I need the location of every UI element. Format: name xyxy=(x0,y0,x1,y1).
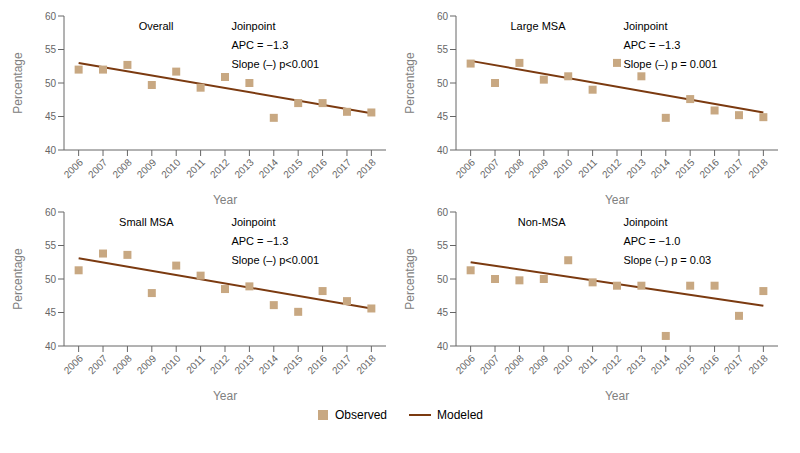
svg-text:2016: 2016 xyxy=(305,156,329,180)
svg-text:2007: 2007 xyxy=(478,156,502,180)
svg-text:45: 45 xyxy=(45,111,57,122)
svg-text:2006: 2006 xyxy=(454,352,478,376)
svg-text:2007: 2007 xyxy=(86,156,110,180)
svg-text:2006: 2006 xyxy=(62,156,86,180)
svg-text:55: 55 xyxy=(437,44,449,55)
svg-text:2018: 2018 xyxy=(354,352,378,376)
html-text:Slope (–) p = 0.03: Slope (–) p = 0.03 xyxy=(623,253,712,266)
svg-text:2007: 2007 xyxy=(86,352,110,376)
svg-text:Percentage: Percentage xyxy=(11,52,25,114)
svg-text:2009: 2009 xyxy=(135,156,159,180)
svg-text:50: 50 xyxy=(45,78,57,89)
svg-text:55: 55 xyxy=(45,240,57,251)
svg-text:Year: Year xyxy=(605,389,629,400)
svg-text:Year: Year xyxy=(213,389,237,400)
svg-text:40: 40 xyxy=(437,341,449,352)
html-text:Slope (–) p = 0.001: Slope (–) p = 0.001 xyxy=(623,57,718,70)
svg-text:2016: 2016 xyxy=(697,352,721,376)
svg-text:2008: 2008 xyxy=(110,156,134,180)
html-text:Joinpoint: Joinpoint xyxy=(623,20,668,32)
svg-text:2010: 2010 xyxy=(159,352,183,376)
svg-text:Year: Year xyxy=(213,193,237,204)
svg-text:2014: 2014 xyxy=(257,352,281,376)
html-text:Joinpoint: Joinpoint xyxy=(623,216,668,228)
svg-text:2010: 2010 xyxy=(159,156,183,180)
svg-text:2017: 2017 xyxy=(722,352,746,376)
svg-text:2017: 2017 xyxy=(722,156,746,180)
html-text:Large MSA: Large MSA xyxy=(510,20,566,32)
svg-text:2007: 2007 xyxy=(478,352,502,376)
svg-text:2008: 2008 xyxy=(502,352,526,376)
svg-text:Percentage: Percentage xyxy=(403,52,417,114)
svg-text:Percentage: Percentage xyxy=(403,248,417,310)
svg-text:2006: 2006 xyxy=(454,156,478,180)
html-text:APC = −1.0: APC = −1.0 xyxy=(623,234,681,247)
svg-text:60: 60 xyxy=(45,11,57,22)
html-text:APC = −1.3: APC = −1.3 xyxy=(623,38,681,51)
svg-text:45: 45 xyxy=(437,111,449,122)
svg-text:2012: 2012 xyxy=(208,352,232,376)
svg-text:2008: 2008 xyxy=(502,156,526,180)
html-text:Slope (–) p<0.001: Slope (–) p<0.001 xyxy=(231,57,320,70)
svg-text:2008: 2008 xyxy=(110,352,134,376)
html-text:Observed: Observed xyxy=(335,408,387,422)
html-text:Joinpoint: Joinpoint xyxy=(231,20,276,32)
html-text:Joinpoint: Joinpoint xyxy=(231,216,276,228)
html-text:APC = −1.3: APC = −1.3 xyxy=(231,38,289,51)
svg-text:2013: 2013 xyxy=(232,352,256,376)
svg-text:Year: Year xyxy=(605,193,629,204)
svg-text:2009: 2009 xyxy=(527,156,551,180)
svg-text:2006: 2006 xyxy=(62,352,86,376)
html-text:Modeled: Modeled xyxy=(437,408,483,422)
svg-text:2016: 2016 xyxy=(697,156,721,180)
svg-text:55: 55 xyxy=(437,240,449,251)
svg-text:2010: 2010 xyxy=(551,156,575,180)
svg-text:2011: 2011 xyxy=(184,352,207,375)
svg-text:2011: 2011 xyxy=(576,352,599,375)
svg-text:2018: 2018 xyxy=(746,352,770,376)
svg-text:60: 60 xyxy=(437,11,449,22)
svg-text:2015: 2015 xyxy=(673,352,697,376)
svg-text:2018: 2018 xyxy=(746,156,770,180)
svg-text:2009: 2009 xyxy=(527,352,551,376)
html-text:Small MSA: Small MSA xyxy=(119,216,174,228)
svg-text:2012: 2012 xyxy=(208,156,232,180)
svg-text:2011: 2011 xyxy=(184,156,207,179)
svg-text:2017: 2017 xyxy=(330,352,354,376)
svg-text:50: 50 xyxy=(437,274,449,285)
svg-text:2013: 2013 xyxy=(624,156,648,180)
svg-text:2010: 2010 xyxy=(551,352,575,376)
svg-text:40: 40 xyxy=(45,145,57,156)
svg-text:2014: 2014 xyxy=(649,156,673,180)
svg-text:60: 60 xyxy=(437,207,449,218)
svg-text:2014: 2014 xyxy=(649,352,673,376)
svg-text:2009: 2009 xyxy=(135,352,159,376)
svg-text:2014: 2014 xyxy=(257,156,281,180)
svg-text:45: 45 xyxy=(45,307,57,318)
svg-text:2013: 2013 xyxy=(624,352,648,376)
svg-text:60: 60 xyxy=(45,207,57,218)
svg-text:2015: 2015 xyxy=(673,156,697,180)
svg-text:2011: 2011 xyxy=(576,156,599,179)
svg-text:50: 50 xyxy=(437,78,449,89)
svg-text:2018: 2018 xyxy=(354,156,378,180)
svg-text:55: 55 xyxy=(45,44,57,55)
svg-text:2015: 2015 xyxy=(281,352,305,376)
svg-text:40: 40 xyxy=(45,341,57,352)
html-text:Slope (–) p<0.001: Slope (–) p<0.001 xyxy=(231,253,320,266)
html-text:APC = −1.3: APC = −1.3 xyxy=(231,234,289,247)
svg-text:40: 40 xyxy=(437,145,449,156)
html-text:Overall: Overall xyxy=(138,20,174,32)
svg-text:2016: 2016 xyxy=(305,352,329,376)
svg-text:Percentage: Percentage xyxy=(11,248,25,310)
svg-text:45: 45 xyxy=(437,307,449,318)
svg-text:2013: 2013 xyxy=(232,156,256,180)
svg-text:2012: 2012 xyxy=(600,352,624,376)
html-text:Non-MSA: Non-MSA xyxy=(517,216,566,228)
svg-text:2015: 2015 xyxy=(281,156,305,180)
svg-text:2017: 2017 xyxy=(330,156,354,180)
svg-text:2012: 2012 xyxy=(600,156,624,180)
svg-text:50: 50 xyxy=(45,274,57,285)
